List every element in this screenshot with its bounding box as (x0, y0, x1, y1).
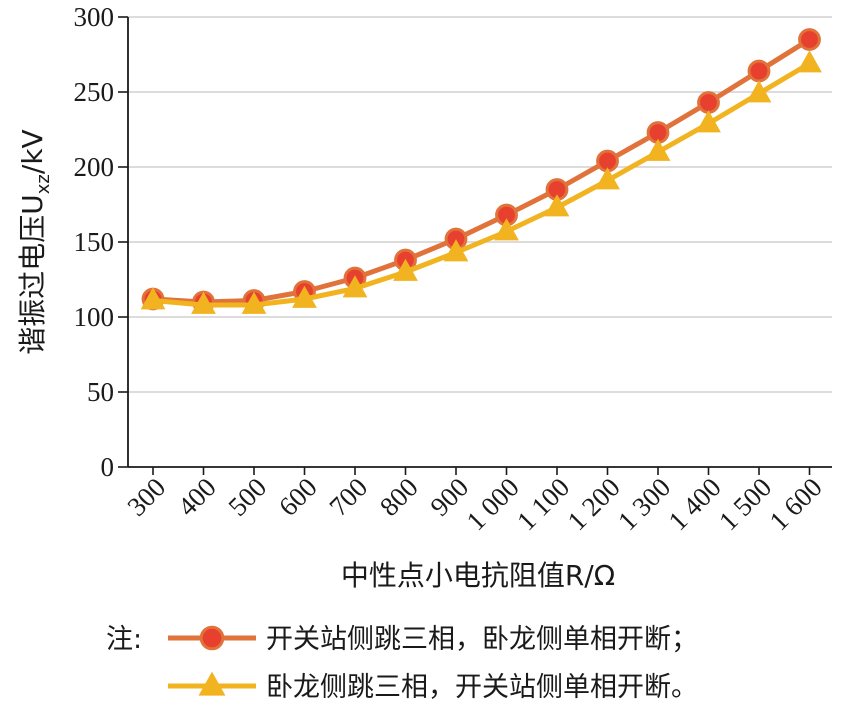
data-point-triangle (393, 258, 418, 281)
x-tick-label: 300 (121, 472, 171, 522)
y-tick-label: 300 (74, 2, 115, 32)
x-tick-label: 700 (323, 472, 373, 522)
data-point-triangle (645, 138, 671, 161)
note-prefix: 注: (106, 624, 142, 655)
series-2 (140, 50, 822, 314)
y-tick-label: 200 (74, 152, 115, 182)
x-tick-label: 1 500 (713, 472, 777, 536)
series-1 (141, 28, 821, 314)
data-point-triangle (292, 285, 317, 308)
data-point-triangle (198, 671, 226, 696)
series-line (152, 37, 811, 305)
y-axis-title: 谐振过电压Uxz/kV (16, 129, 54, 354)
data-point-triangle (191, 291, 216, 314)
grid-lines (128, 16, 832, 393)
data-point-triangle (443, 239, 469, 262)
data-point-circle (199, 625, 225, 651)
x-tick-label: 1 400 (663, 472, 727, 536)
legend-label: 开关站侧跳三相，卧龙侧单相开断； (266, 624, 698, 655)
y-tick-labels: 0 50 100 150 200 250 300 (74, 2, 115, 482)
data-point-triangle (746, 80, 772, 103)
x-tick-label: 500 (222, 472, 272, 522)
y-tick-label: 50 (87, 377, 114, 407)
data-point-triangle (797, 50, 822, 73)
data-point-circle (747, 59, 771, 83)
data-point-circle (697, 91, 720, 114)
x-tick-label: 1 600 (764, 472, 828, 536)
data-point-triangle (140, 287, 166, 310)
data-point-triangle (342, 275, 368, 298)
x-tick-label: 1 200 (562, 472, 626, 536)
x-tick-label: 800 (374, 472, 424, 522)
legend-label: 卧龙侧跳三相，开关站侧单相开断。 (266, 672, 698, 703)
x-tick-label: 1 100 (511, 472, 575, 536)
data-point-triangle (494, 218, 519, 241)
axes (118, 16, 832, 475)
x-tick-label: 400 (172, 472, 222, 522)
data-point-circle (798, 28, 821, 51)
legend: 注: 开关站侧跳三相，卧龙侧单相开断； 卧龙侧跳三相，开关站侧单相开断。 (106, 624, 698, 703)
data-point-triangle (241, 291, 267, 314)
x-tick-label: 600 (273, 472, 323, 522)
y-tick-label: 0 (101, 452, 115, 482)
series-group (140, 28, 822, 314)
data-point-triangle (544, 194, 570, 217)
x-tick-label: 1 000 (461, 472, 525, 536)
data-point-triangle (595, 167, 620, 190)
y-tick-label: 100 (74, 302, 115, 332)
x-tick-label: 1 300 (612, 472, 676, 536)
data-point-triangle (696, 110, 721, 133)
x-axis-title: 中性点小电抗阻值R/Ω (341, 559, 615, 592)
legend-item-1: 开关站侧跳三相，卧龙侧单相开断； (168, 624, 698, 655)
y-tick-label: 150 (74, 227, 115, 257)
y-tick-label: 250 (74, 77, 115, 107)
legend-item-2: 卧龙侧跳三相，开关站侧单相开断。 (168, 671, 698, 703)
